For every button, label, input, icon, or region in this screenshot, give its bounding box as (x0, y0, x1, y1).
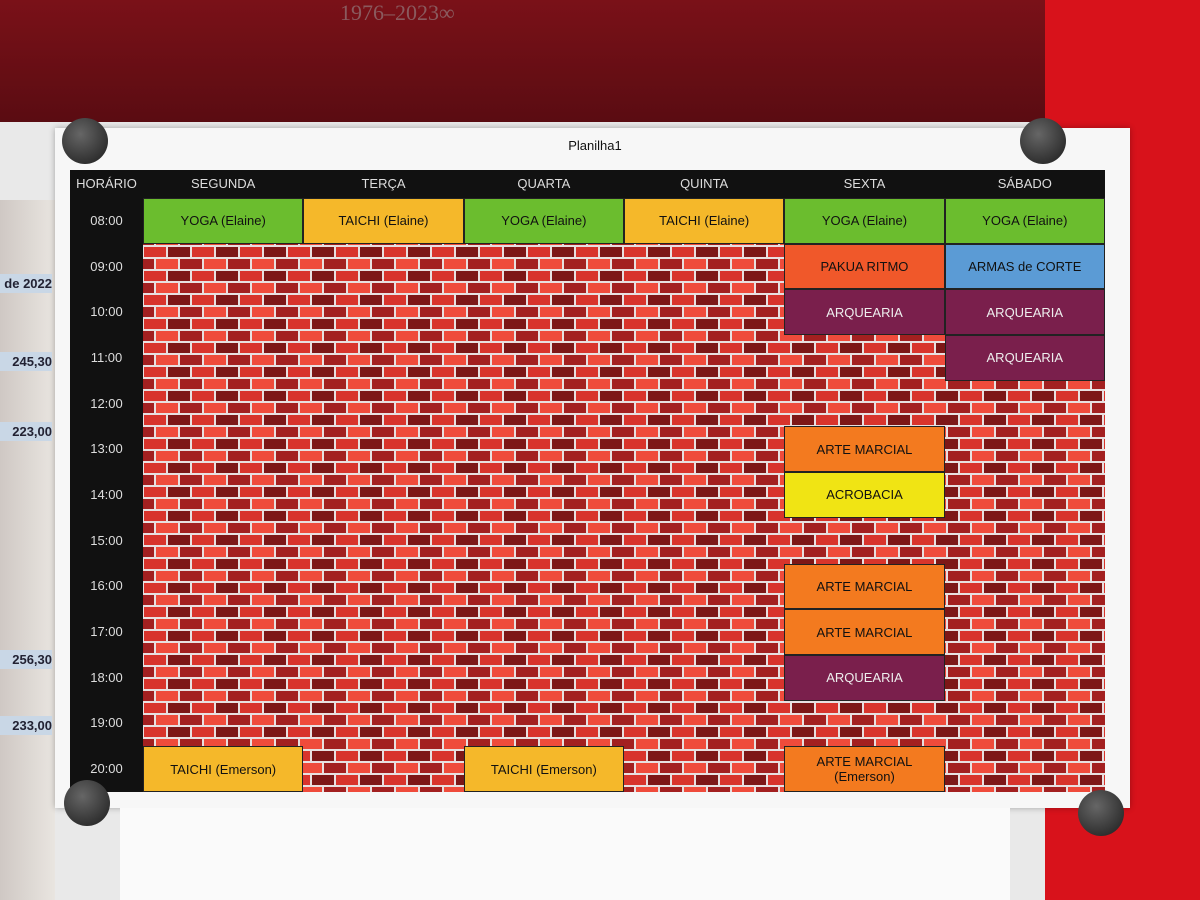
time-label: 14:00 (90, 487, 123, 502)
magnet (1078, 790, 1124, 836)
poster-top (0, 0, 1045, 122)
column-header: TERÇA (361, 176, 406, 191)
banner-text: 1976–2023∞ (340, 0, 455, 25)
time-label: 20:00 (90, 761, 123, 777)
column-header: QUARTA (517, 176, 571, 191)
class-cell: TAICHI (Elaine) (623, 198, 785, 244)
class-cell: ARMAS de CORTE (944, 243, 1105, 290)
class-cell: ARTE MARCIAL (Emerson) (784, 746, 945, 792)
time-label: 12:00 (90, 395, 123, 411)
left-sheet (0, 200, 55, 900)
class-cell: ARTE MARCIAL (784, 563, 945, 610)
class-cell: YOGA (Elaine) (784, 198, 945, 244)
class-cell: YOGA (Elaine) (463, 198, 624, 244)
time-label: 09:00 (90, 258, 123, 274)
class-cell: ACROBACIA (784, 472, 945, 518)
class-cell: ARQUEARIA (944, 335, 1105, 381)
class-cell: YOGA (Elaine) (143, 198, 304, 244)
class-cell: ARTE MARCIAL (784, 609, 945, 655)
lower-sheet (120, 808, 1010, 900)
magnet (64, 780, 110, 826)
class-cell: ARQUEARIA (784, 654, 945, 701)
column-header: QUINTA (680, 176, 729, 191)
class-cell: ARTE MARCIAL (784, 426, 945, 473)
time-label: 11:00 (90, 349, 123, 365)
class-cell: YOGA (Elaine) (944, 198, 1105, 244)
side-note: 245,30 (0, 352, 52, 371)
time-label: 18:00 (90, 669, 123, 685)
schedule-table: HORÁRIO SEGUNDA TERÇA QUARTA QUINTA SEXTA SÁBA… (70, 170, 1105, 792)
class-cell: TAICHI (Emerson) (463, 746, 624, 792)
time-label: 15:00 (90, 532, 123, 548)
side-note: 233,00 (0, 716, 52, 735)
side-note: 256,30 (0, 650, 52, 669)
sheet-title: Planilha1 (568, 138, 622, 153)
column-header: HORÁRIO (76, 176, 137, 191)
side-note: de 2022 (0, 274, 52, 293)
column-header: SEXTA (843, 176, 886, 191)
magnet (1020, 118, 1066, 164)
time-label: 08:00 (90, 212, 123, 228)
class-cell: ARQUEARIA (784, 289, 945, 336)
class-cell: TAICHI (Elaine) (303, 198, 464, 244)
time-label: 16:00 (90, 578, 123, 594)
class-cell: ARQUEARIA (944, 289, 1105, 336)
side-note: 223,00 (0, 422, 52, 441)
time-label: 19:00 (90, 715, 123, 731)
column-header: SÁBADO (997, 176, 1052, 191)
column-header: SEGUNDA (191, 176, 256, 191)
magnet (62, 118, 108, 164)
time-label: 10:00 (90, 304, 123, 320)
class-cell: TAICHI (Emerson) (143, 746, 304, 792)
time-label: 17:00 (90, 624, 123, 640)
class-cell: PAKUA RITMO (784, 243, 945, 290)
time-label: 13:00 (90, 441, 123, 457)
